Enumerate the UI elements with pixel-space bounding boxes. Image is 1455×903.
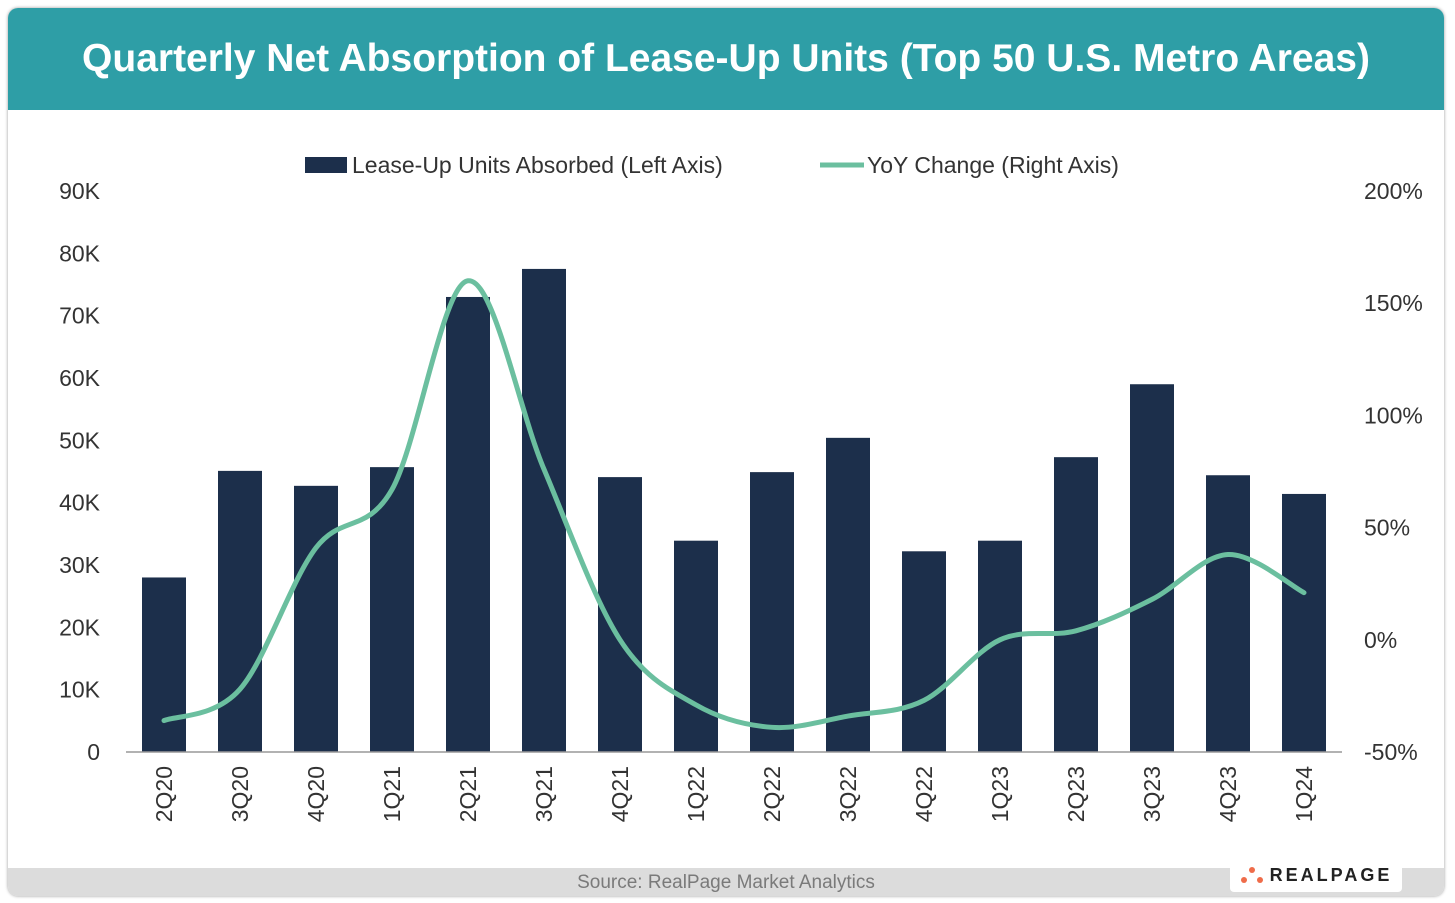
x-axis-tick: 3Q20 [227, 766, 253, 822]
left-axis-tick: 20K [59, 614, 101, 640]
bar [218, 470, 262, 752]
chart: 0 10K 20K 30K 40K 50K 60K 70K 80K 90K -50% 0% 50% 100… [59, 152, 1423, 822]
x-axis-tick: 3Q22 [835, 766, 861, 822]
bar [370, 467, 414, 752]
bar [1206, 475, 1250, 752]
bar [294, 485, 338, 752]
chart-title: Quarterly Net Absorption of Lease-Up Uni… [82, 37, 1370, 80]
x-axis-tick: 1Q22 [683, 766, 709, 822]
x-axis-tick: 4Q23 [1215, 766, 1241, 822]
left-axis-tick: 0 [87, 739, 100, 765]
legend-line-label: YoY Change (Right Axis) [867, 152, 1119, 178]
right-axis-tick: 50% [1364, 515, 1410, 541]
x-axis-tick: 1Q21 [379, 766, 405, 822]
bar [674, 540, 718, 752]
bar [902, 551, 946, 752]
legend-bar-swatch [305, 157, 347, 173]
bar [1130, 384, 1174, 752]
x-axis-tick: 2Q20 [151, 766, 177, 822]
x-axis-tick: 2Q23 [1063, 766, 1089, 822]
logo-text: REALPAGE [1269, 864, 1393, 885]
left-axis-tick: 40K [59, 490, 101, 516]
right-axis-tick: 150% [1364, 290, 1423, 316]
left-axis-tick: 60K [59, 365, 101, 391]
realpage-logo: REALPAGE [1230, 858, 1402, 892]
logo-dots-icon [1240, 867, 1263, 883]
source-note: Source: RealPage Market Analytics [577, 872, 875, 893]
x-axis-tick: 2Q22 [759, 766, 785, 822]
x-axis-tick: 1Q24 [1291, 766, 1317, 822]
left-axis-tick: 10K [59, 677, 101, 703]
right-axis-tick: 100% [1364, 402, 1423, 428]
x-axis-tick: 3Q23 [1139, 766, 1165, 822]
left-axis-tick: 50K [59, 427, 101, 453]
right-axis-tick: -50% [1364, 739, 1418, 765]
footer: Source: RealPage Market Analytics [8, 868, 1444, 896]
chart-card: Quarterly Net Absorption of Lease-Up Uni… [8, 8, 1444, 896]
x-axis-tick: 3Q21 [531, 766, 557, 822]
x-axis-tick: 2Q21 [455, 766, 481, 822]
x-axis-tick: 4Q20 [303, 766, 329, 822]
left-axis-tick: 70K [59, 303, 101, 329]
bar [978, 540, 1022, 752]
bar [750, 472, 794, 752]
right-axis-tick: 200% [1364, 178, 1423, 204]
legend-bar-label: Lease-Up Units Absorbed (Left Axis) [352, 152, 723, 178]
yoy-line [161, 278, 1307, 731]
x-axis-tick: 1Q23 [987, 766, 1013, 822]
left-axis-tick: 30K [59, 552, 101, 578]
left-axis-tick: 90K [59, 178, 101, 204]
x-axis-tick: 4Q22 [911, 766, 937, 822]
x-axis-tick: 4Q21 [607, 766, 633, 822]
bar [1054, 457, 1098, 752]
bar [826, 437, 870, 752]
bar [1282, 493, 1326, 752]
title-bar: Quarterly Net Absorption of Lease-Up Uni… [8, 8, 1444, 110]
bar [142, 577, 186, 752]
right-axis-tick: 0% [1364, 627, 1397, 653]
left-axis-tick: 80K [59, 240, 101, 266]
bar [446, 296, 490, 752]
